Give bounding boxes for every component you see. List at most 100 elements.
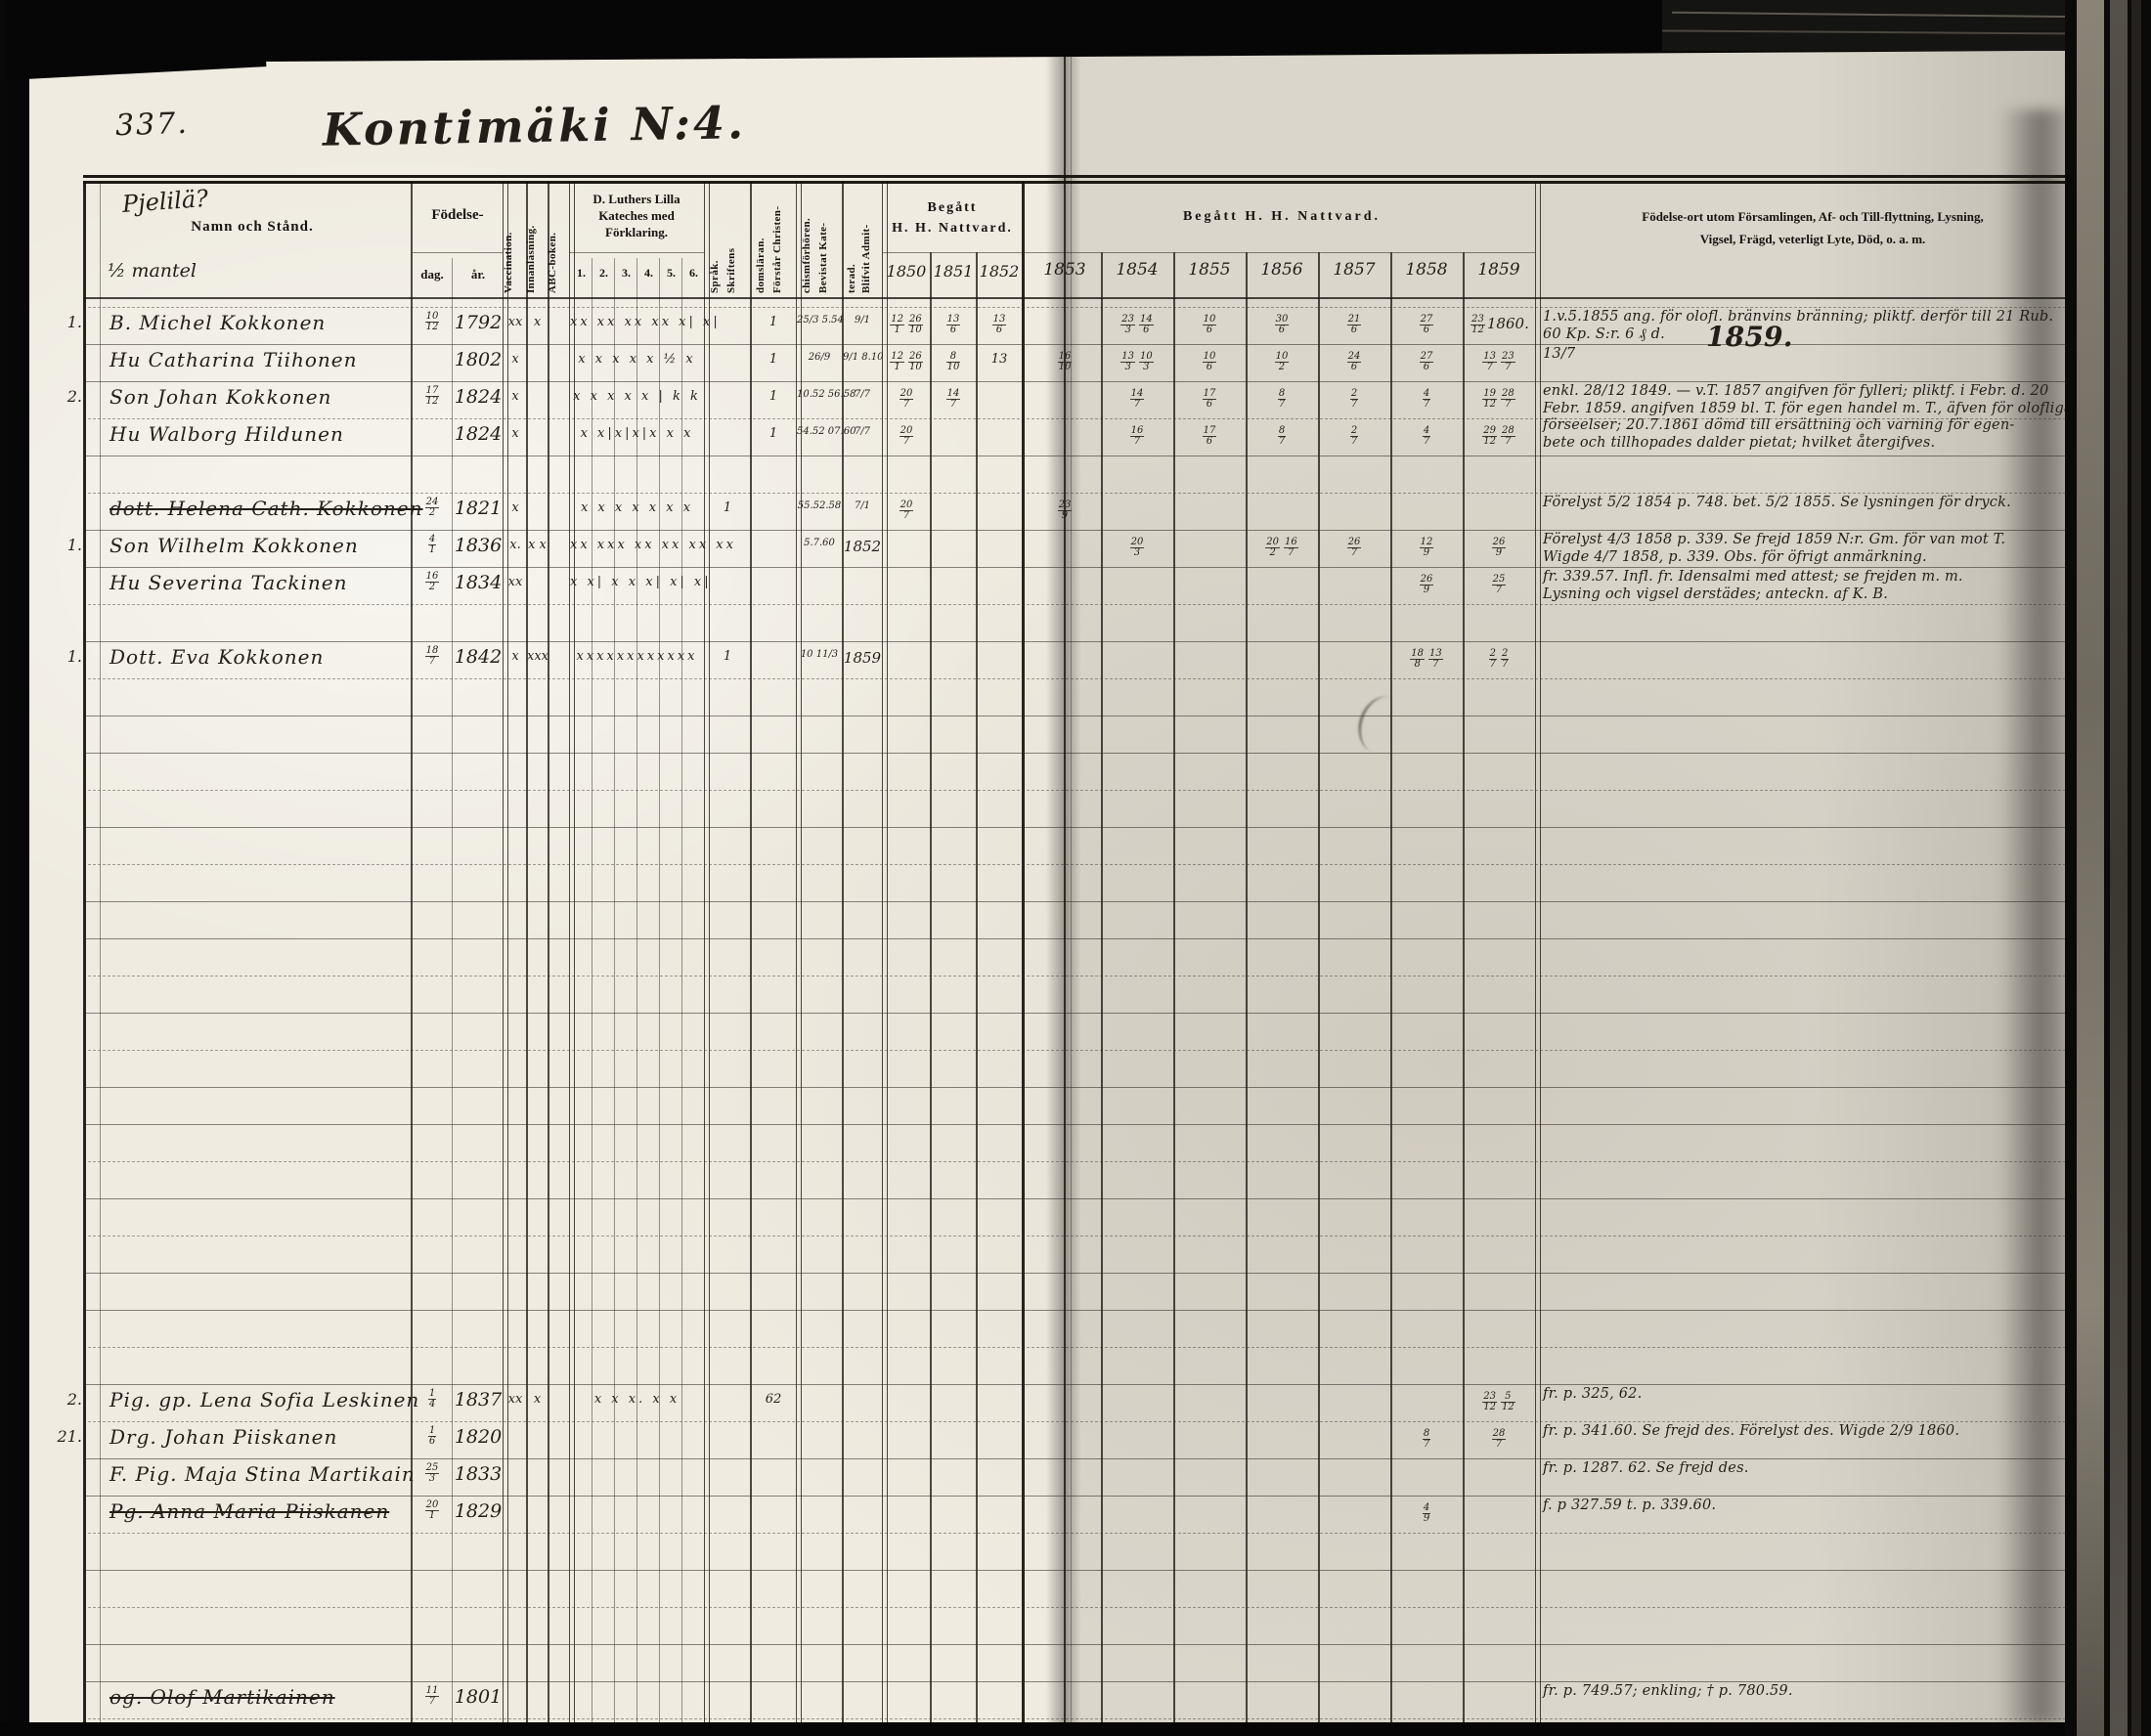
mark-y1855: 10 6 (1173, 315, 1246, 335)
note-line: 13/7 (1543, 346, 1576, 362)
ruled-line (83, 753, 2068, 754)
mark-forsta: 1 (768, 389, 778, 404)
scan-edge-right (2065, 0, 2151, 1736)
column-line (452, 258, 453, 1724)
fraction-entry: 21 6 (1346, 314, 1362, 335)
column-header-notes: Födelse-ort utom Församlingen, Af- och T… (1539, 205, 2068, 251)
mark-y1857: 26 7 (1318, 538, 1390, 558)
birth-year: 1820 (454, 1426, 503, 1448)
mark-y1858: 18 8 13 7 (1390, 649, 1463, 670)
row-number: 2. (66, 1390, 82, 1409)
fraction-entry: 14 7 (1129, 388, 1145, 410)
fraction-entry: 19 12 (1482, 388, 1497, 410)
year-header-1854: 1854 (1116, 260, 1159, 280)
mark-blifvit: 1859 (843, 649, 882, 667)
fraction-entry: 25 3 (424, 1462, 440, 1484)
year-header-1853: 1853 (1043, 260, 1086, 280)
note-line: fr. p. 325, 62. (1543, 1386, 1643, 1402)
mark-y1851: 8 10 (931, 352, 976, 372)
mark-bevistat: 5.7.60 (804, 538, 835, 548)
scan-edge-left (0, 0, 7, 1736)
column-header-blifvit-2: terad. (846, 263, 857, 293)
mark-y1854: 23 3 14 6 (1101, 315, 1173, 335)
year-header-1850: 1850 (886, 262, 927, 281)
ruled-line (83, 641, 2068, 642)
kateches-col-number: 1. (577, 266, 586, 280)
column-line (882, 182, 888, 1724)
fraction-entry: 27 6 (1419, 314, 1434, 335)
mark-y1856: 30 6 (1246, 315, 1318, 335)
ruled-line (83, 1458, 2068, 1459)
table-top-rule-2 (83, 181, 2068, 184)
birth-day: 20 1 (413, 1500, 452, 1521)
fraction-entry: 17 6 (1202, 388, 1217, 410)
mark-blifvit: 9/1 (854, 315, 871, 326)
fraction-entry: 13 6 (991, 314, 1007, 335)
year-header-1856: 1856 (1260, 260, 1303, 280)
column-header-bevistat-1: Bevistat Kate- (817, 222, 829, 294)
year-header-1855: 1855 (1188, 260, 1231, 280)
ruled-line (83, 938, 2068, 939)
birth-day: 17 12 (413, 386, 452, 407)
ruled-line (83, 1681, 2068, 1682)
mark-innan: x x (528, 538, 547, 552)
mark-vacc: x (511, 352, 519, 367)
ruled-line (83, 1124, 2068, 1125)
name-entry: Son Wilhelm Kokkonen (110, 534, 359, 557)
notes-header-line2: Vigsel, Frägd, veterligt Lyte, Död, o. a… (1699, 232, 1926, 247)
column-line (592, 258, 593, 1724)
mark-kat: xxxxxxxxxxxx (576, 649, 698, 664)
mark-blifvit: 1852 (843, 538, 882, 555)
mark-vacc: xx (507, 575, 523, 589)
ruled-line (83, 567, 2068, 568)
kateches-col-number: 6. (689, 266, 698, 280)
column-line (503, 182, 508, 1724)
column-line (83, 182, 86, 1724)
column-line (930, 252, 932, 1724)
mark-bevistat: 25/3 5.54 (797, 315, 844, 326)
fraction-entry: 12 9 (1419, 537, 1434, 558)
mark-y1850: 20 7 (883, 500, 930, 521)
column-line (796, 182, 802, 1724)
fraction-entry: 26 9 (1419, 574, 1434, 595)
mark-y1859: 23 12 5 12 (1463, 1392, 1535, 1412)
mark-kat: x x x. x x (593, 1392, 680, 1407)
name-entry: Drg. Johan Piiskanen (110, 1425, 338, 1449)
fraction-entry: 20 7 (899, 425, 914, 447)
fraction-entry: 14 7 (945, 388, 961, 410)
fraction-entry: 24 2 (424, 497, 440, 518)
fraction-entry: 20 7 (899, 499, 914, 521)
mark-y1852: 13 6 (977, 315, 1022, 335)
fraction-entry: 20 7 (899, 388, 914, 410)
fraction-entry: 29 12 (1482, 425, 1497, 447)
page-number: 337. (114, 106, 190, 144)
column-header-kateches: D. Luthers Lilla Kateches med Förklaring… (569, 192, 704, 241)
name-entry: Pig. gp. Lena Sofia Leskinen (110, 1388, 420, 1411)
fraction-entry: 13 3 (1120, 351, 1135, 372)
page-title: Kontimäki N:4. (322, 96, 747, 156)
column-header-abc-boken: ABC-boken. (547, 232, 558, 293)
fraction-entry: 13 7 (1482, 351, 1497, 372)
mark-sprak: 1 (723, 649, 732, 664)
birth-year: 1836 (454, 535, 503, 556)
mark-y1859: 29 12 28 7 (1463, 426, 1535, 447)
note-line: Febr. 1859. angifven 1859 bl. T. för ege… (1543, 400, 2068, 416)
fraction-entry: 16 2 (424, 571, 440, 592)
ruled-line (83, 1198, 2068, 1199)
mark-y1857: 21 6 (1318, 315, 1390, 335)
column-header-bevistat-2: chismförhören. (801, 217, 812, 293)
note-line: fr. p. 749.57; enkling; † p. 780.59. (1543, 1683, 1793, 1699)
name-entry: B. Michel Kokkonen (110, 311, 327, 334)
birth-day: 25 3 (413, 1463, 452, 1484)
column-line (704, 182, 710, 1724)
fraction-entry: 26 10 (908, 314, 923, 335)
ruled-line (83, 790, 2068, 791)
fraction-entry: 26 9 (1491, 537, 1507, 558)
